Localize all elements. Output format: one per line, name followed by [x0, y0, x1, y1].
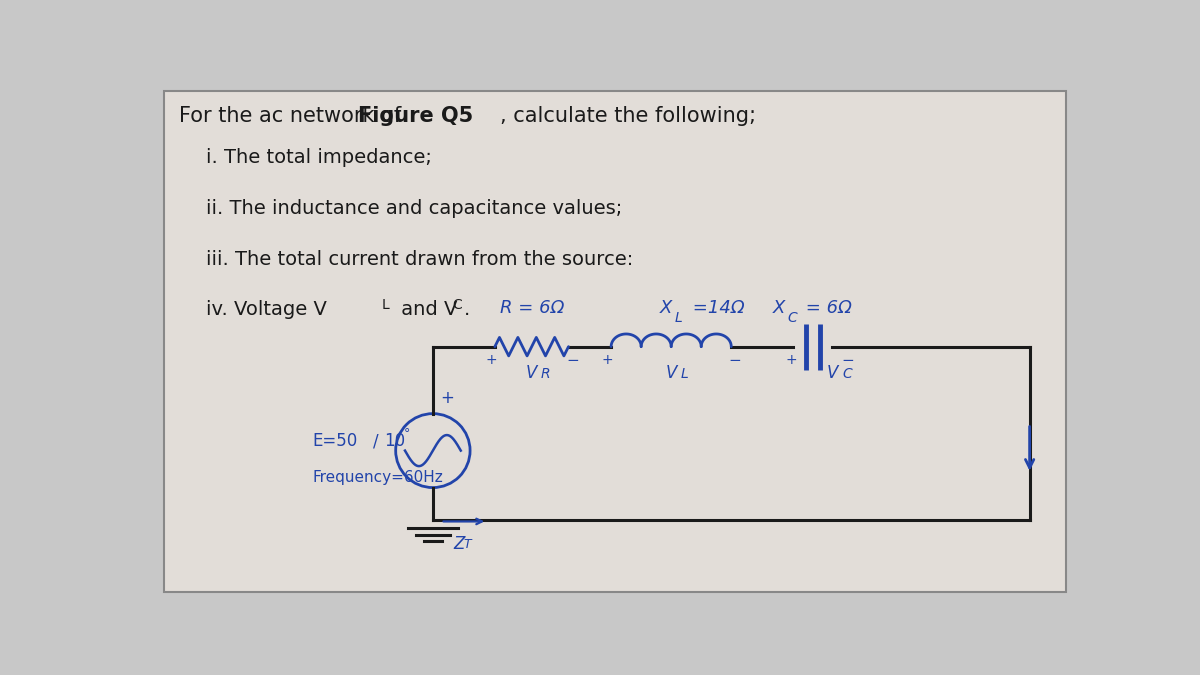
Text: −: − [566, 353, 578, 368]
Text: L: L [676, 311, 683, 325]
Text: Frequency=60Hz: Frequency=60Hz [313, 470, 444, 485]
Text: and V: and V [395, 300, 457, 319]
Text: +: + [440, 389, 455, 408]
Text: iii. The total current drawn from the source:: iii. The total current drawn from the so… [206, 250, 634, 269]
Text: = 6Ω: = 6Ω [800, 300, 852, 317]
Text: +: + [485, 353, 497, 367]
Text: C: C [842, 367, 852, 381]
Text: iv. Voltage V: iv. Voltage V [206, 300, 326, 319]
Text: +: + [601, 353, 613, 367]
Text: V: V [827, 364, 838, 381]
Text: 10: 10 [384, 433, 406, 450]
Text: E=50: E=50 [313, 433, 358, 450]
Text: .: . [464, 300, 470, 319]
Text: X: X [660, 300, 672, 317]
Text: T: T [463, 539, 470, 551]
Text: =14Ω: =14Ω [688, 300, 745, 317]
Text: V: V [526, 364, 538, 381]
Text: ii. The inductance and capacitance values;: ii. The inductance and capacitance value… [206, 199, 622, 218]
Text: X: X [773, 300, 785, 317]
Text: For the ac network of: For the ac network of [180, 107, 408, 126]
Text: Figure Q5: Figure Q5 [358, 107, 473, 126]
Text: +: + [786, 353, 798, 367]
Text: R = 6Ω: R = 6Ω [499, 300, 564, 317]
Text: C: C [788, 311, 798, 325]
Text: /: / [373, 433, 379, 450]
Text: −: − [841, 353, 854, 368]
Text: −: − [728, 353, 742, 368]
Text: L: L [680, 367, 689, 381]
FancyBboxPatch shape [164, 91, 1066, 591]
Text: C: C [452, 298, 462, 312]
Text: °: ° [404, 427, 410, 440]
Text: V: V [666, 364, 677, 381]
Text: i. The total impedance;: i. The total impedance; [206, 148, 432, 167]
Text: L: L [382, 298, 390, 312]
Text: R: R [541, 367, 551, 381]
Text: , calculate the following;: , calculate the following; [500, 107, 756, 126]
Text: Z: Z [454, 535, 466, 553]
